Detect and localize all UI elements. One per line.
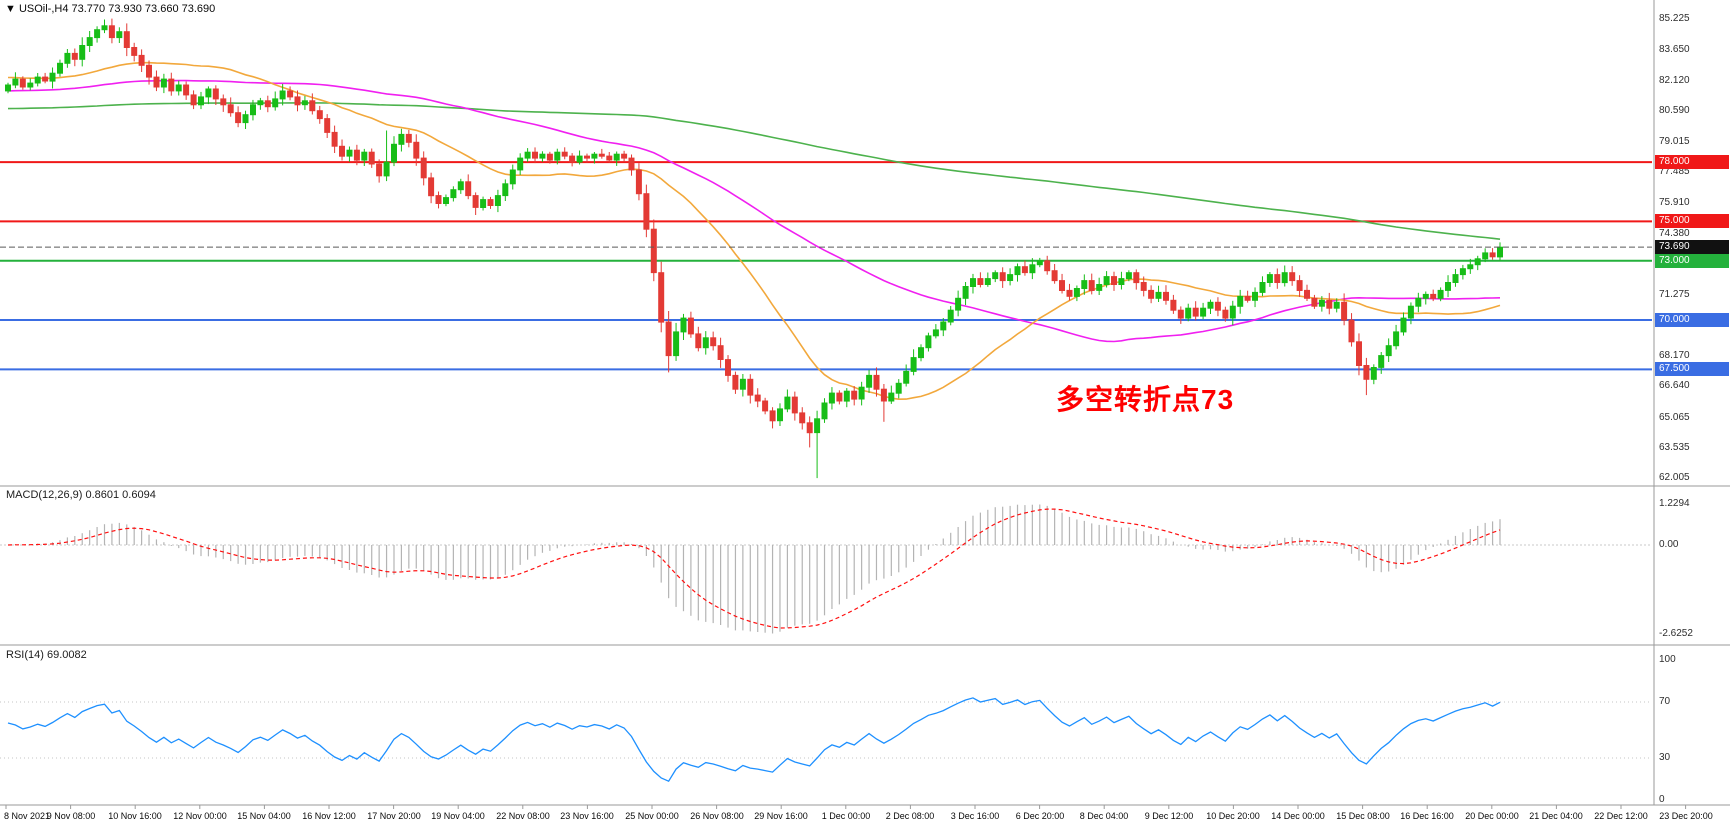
macd-axis-label: 0.00 [1659, 539, 1679, 550]
candlesticks [5, 18, 1503, 479]
price-axis-label: 74.380 [1659, 228, 1690, 239]
time-axis-label: 10 Dec 20:00 [1206, 811, 1260, 821]
time-axis-label: 15 Dec 08:00 [1336, 811, 1390, 821]
time-axis-label: 1 Dec 00:00 [821, 811, 871, 821]
price-axis-label: 79.015 [1659, 136, 1690, 147]
rsi-axis-label: 100 [1659, 654, 1676, 665]
chart-title: ▼ USOil-,H4 73.770 73.930 73.660 73.690 [5, 3, 215, 15]
price-axis-label: 63.535 [1659, 442, 1690, 453]
price-axis-label: 80.590 [1659, 105, 1690, 116]
price-axis-label: 83.650 [1659, 44, 1690, 55]
time-axis-label: 9 Nov 08:00 [46, 811, 96, 821]
time-axis-label: 8 Nov 2021 [4, 811, 51, 821]
time-axis-label: 16 Nov 12:00 [302, 811, 356, 821]
price-axis-label: 85.225 [1659, 13, 1690, 24]
time-axis-label: 20 Dec 00:00 [1465, 811, 1519, 821]
time-axis-label: 19 Nov 04:00 [431, 811, 485, 821]
macd-axis-label: -2.6252 [1659, 628, 1693, 639]
price-axis-label: 65.065 [1659, 412, 1690, 423]
macd-axis-label: 1.2294 [1659, 498, 1690, 509]
rsi-axis-label: 30 [1659, 752, 1671, 763]
symbol-dropdown-icon: ▼ [5, 3, 16, 15]
macd-histogram [14, 504, 1501, 634]
time-axis-label: 17 Nov 20:00 [367, 811, 421, 821]
rsi-axis-label: 70 [1659, 696, 1671, 707]
price-axis-label: 77.485 [1659, 166, 1690, 177]
price-level-tag: 70.000 [1655, 313, 1729, 327]
rsi-line [7, 697, 1501, 783]
chart-title-text: USOil-,H4 73.770 73.930 73.660 73.690 [18, 3, 216, 15]
price-axis-label: 82.120 [1659, 75, 1690, 86]
price-level-tag: 75.000 [1655, 214, 1729, 228]
ma-line-ma-medium [7, 79, 1501, 343]
price-level-tag: 78.000 [1655, 155, 1729, 169]
current-price-tag: 73.690 [1655, 240, 1729, 254]
time-axis-label: 26 Nov 08:00 [690, 811, 744, 821]
time-axis-label: 23 Dec 20:00 [1659, 811, 1713, 821]
time-axis-label: 25 Nov 00:00 [625, 811, 679, 821]
macd-indicator-title: MACD(12,26,9) 0.8601 0.6094 [6, 489, 156, 501]
time-axis-label: 14 Dec 00:00 [1271, 811, 1325, 821]
rsi-indicator-title: RSI(14) 69.0082 [6, 649, 87, 661]
rsi-axis-label: 0 [1659, 794, 1665, 805]
time-axis-label: 8 Dec 04:00 [1079, 811, 1129, 821]
time-axis-label: 29 Nov 16:00 [754, 811, 808, 821]
annotation-text: 多空转折点73 [1056, 384, 1235, 415]
ma-line-ma-fast [7, 61, 1501, 401]
price-axis-label: 62.005 [1659, 472, 1690, 483]
price-level-tag: 73.000 [1655, 254, 1729, 268]
time-axis-label: 3 Dec 16:00 [950, 811, 1000, 821]
price-axis-label: 68.170 [1659, 350, 1690, 361]
time-axis-label: 22 Dec 12:00 [1594, 811, 1648, 821]
time-axis-label: 15 Nov 04:00 [237, 811, 291, 821]
price-axis-label: 66.640 [1659, 380, 1690, 391]
time-axis-label: 16 Dec 16:00 [1400, 811, 1454, 821]
time-axis-label: 10 Nov 16:00 [108, 811, 162, 821]
time-axis-label: 22 Nov 08:00 [496, 811, 550, 821]
price-axis-label: 71.275 [1659, 289, 1690, 300]
price-axis-label: 75.910 [1659, 197, 1690, 208]
time-axis-label: 23 Nov 16:00 [560, 811, 614, 821]
time-axis-label: 9 Dec 12:00 [1144, 811, 1194, 821]
price-level-tag: 67.500 [1655, 362, 1729, 376]
time-axis-label: 12 Nov 00:00 [173, 811, 227, 821]
time-axis-label: 2 Dec 08:00 [885, 811, 935, 821]
time-axis-label: 6 Dec 20:00 [1015, 811, 1065, 821]
macd-signal-line [7, 508, 1501, 629]
ma-line-ma-long [7, 102, 1501, 240]
time-axis-label: 21 Dec 04:00 [1529, 811, 1583, 821]
